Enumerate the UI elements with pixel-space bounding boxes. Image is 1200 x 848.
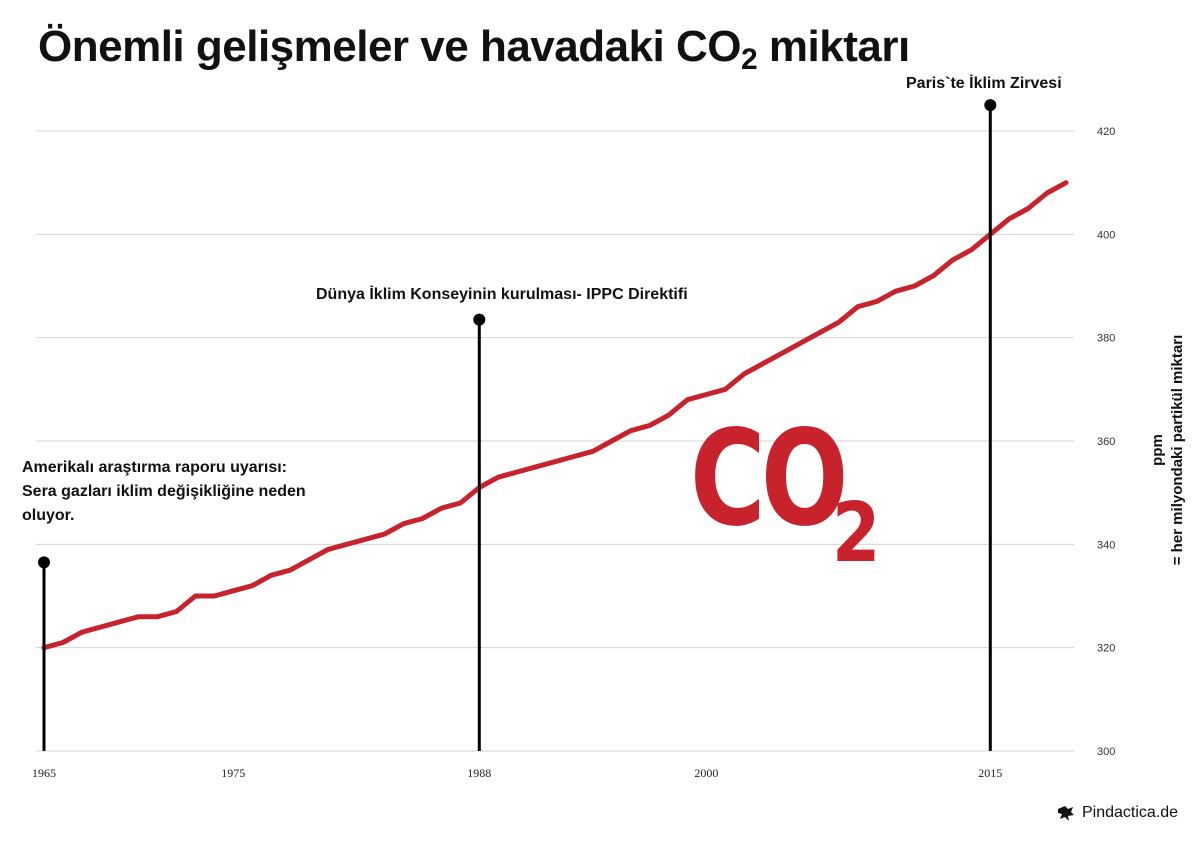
data-point	[799, 340, 804, 345]
data-point	[401, 521, 406, 526]
data-point	[723, 387, 728, 392]
data-point	[458, 501, 463, 506]
chart-title: Önemli gelişmeler ve havadaki CO2 miktar…	[38, 22, 910, 76]
data-point	[571, 454, 576, 459]
data-point	[590, 449, 595, 454]
data-point	[382, 532, 387, 537]
data-point	[628, 428, 633, 433]
data-point	[363, 537, 368, 542]
data-point	[1007, 216, 1012, 221]
data-point	[969, 247, 974, 252]
data-point	[98, 625, 103, 630]
data-point	[647, 423, 652, 428]
data-point	[1064, 180, 1069, 185]
data-point	[250, 583, 255, 588]
data-point	[817, 330, 822, 335]
data-point	[666, 413, 671, 418]
data-point	[1045, 191, 1050, 196]
annotation-1965: Amerikalı araştırma raporu uyarısı: Sera…	[22, 459, 306, 524]
x-tick-label: 1988	[467, 766, 491, 780]
y-tick-label: 300	[1097, 746, 1115, 758]
data-point	[231, 588, 236, 593]
data-point	[174, 609, 179, 614]
data-point	[155, 614, 160, 619]
y-tick-label: 360	[1097, 436, 1115, 448]
y-tick-label: 320	[1097, 643, 1115, 655]
data-point	[212, 594, 217, 599]
data-point	[1026, 206, 1031, 211]
event-markers	[38, 99, 997, 751]
data-point	[534, 464, 539, 469]
data-point	[609, 439, 614, 444]
data-point	[742, 371, 747, 376]
data-point	[193, 594, 198, 599]
brand: Pindactica.de	[1056, 803, 1178, 823]
bird-logo-icon	[1058, 806, 1074, 821]
y-tick-label: 380	[1097, 333, 1115, 345]
x-tick-labels: 1965 1975 1988 2000 2015	[32, 766, 1002, 780]
data-point	[288, 568, 293, 573]
data-point	[855, 304, 860, 309]
co2-graphic: CO 2	[690, 402, 880, 581]
y-tick-labels: 300 320 340 360 380 400 420	[1097, 126, 1115, 758]
data-point	[950, 258, 955, 263]
data-point	[420, 516, 425, 521]
data-point	[931, 273, 936, 278]
co2-series	[41, 180, 1069, 651]
data-point	[780, 351, 785, 356]
data-point	[117, 619, 122, 624]
co2-series-line	[41, 180, 1069, 651]
data-point	[136, 614, 141, 619]
data-point	[439, 506, 444, 511]
data-point	[496, 475, 501, 480]
x-tick-label: 2015	[978, 766, 1002, 780]
grid-lines	[36, 130, 1074, 752]
y-tick-label: 420	[1097, 126, 1115, 138]
data-point	[874, 299, 879, 304]
data-point	[269, 573, 274, 578]
event-marker-1988	[473, 313, 486, 326]
y-tick-label: 400	[1097, 229, 1115, 241]
event-marker-2015	[984, 99, 997, 112]
x-tick-label: 2000	[694, 766, 718, 780]
y-axis-label: ppm = her milyondaki partikül miktarı	[1149, 334, 1186, 566]
data-point	[515, 470, 520, 475]
data-point	[553, 459, 558, 464]
data-point	[836, 320, 841, 325]
annotation-2015: Paris`te İklim Zirvesi	[906, 75, 1062, 92]
data-point	[306, 557, 311, 562]
data-point	[79, 630, 84, 635]
brand-name: Pindactica.de	[1082, 804, 1179, 821]
data-point	[761, 361, 766, 366]
data-point	[325, 547, 330, 552]
data-point	[704, 392, 709, 397]
data-point	[60, 640, 65, 645]
x-tick-label: 1965	[32, 766, 56, 780]
x-tick-label: 1975	[221, 766, 245, 780]
annotation-1988: Dünya İklim Konseyinin kurulması- IPPC D…	[316, 286, 688, 303]
event-marker-1965	[38, 556, 50, 569]
y-tick-label: 340	[1097, 539, 1115, 551]
data-point	[912, 284, 917, 289]
data-point	[893, 289, 898, 294]
data-point	[344, 542, 349, 547]
